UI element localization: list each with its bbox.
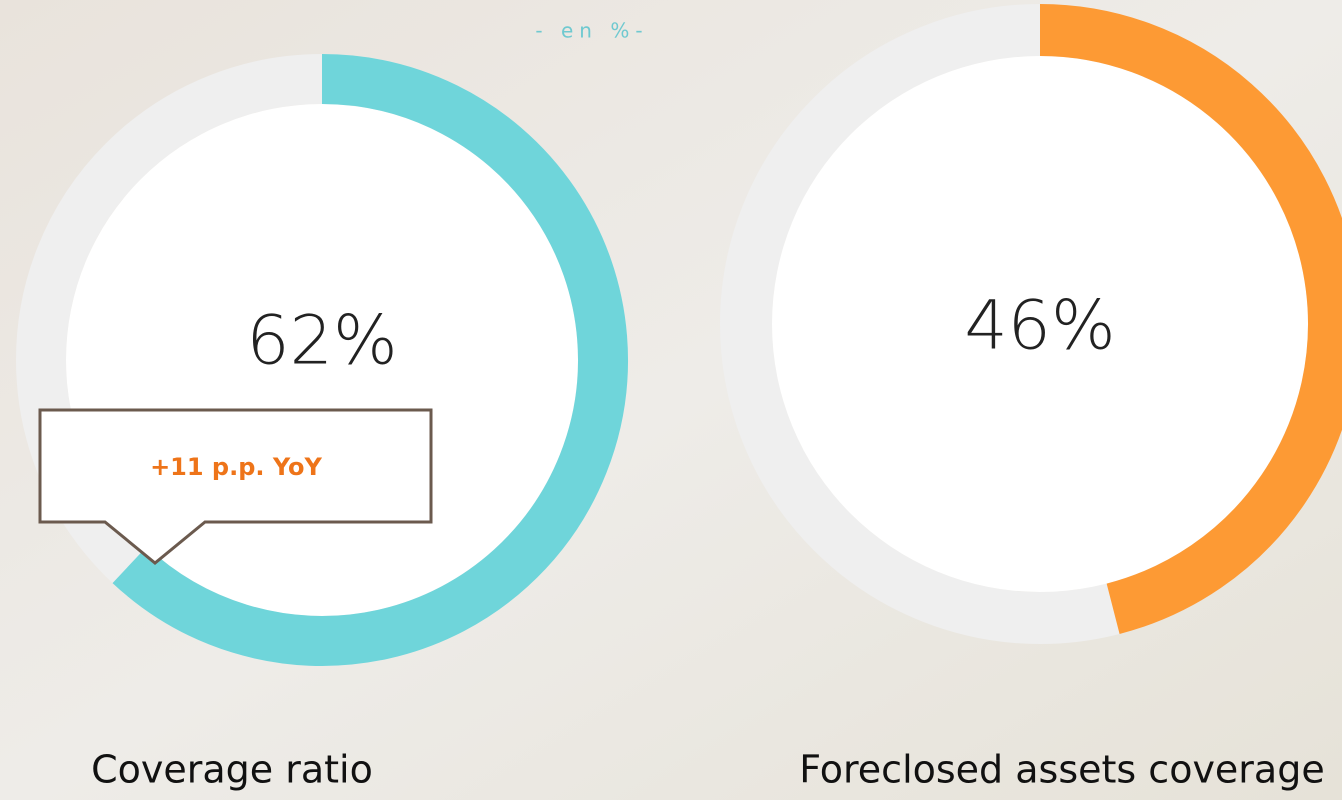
page: {"subtitle": "- en %-", "chart_data": [ … [0,0,1342,800]
value-label: 46% [964,287,1115,366]
annotation: +11 p.p. YoY [150,453,322,481]
chart-title: Coverage ratio [91,748,373,792]
value-label: 62% [246,302,397,381]
subtitle: - en %- [535,19,648,43]
chart-title: Foreclosed assets coverage [799,748,1324,792]
chart: - en %- 62% Coverage ratio +11 p.p. YoY 46%… [0,0,1342,800]
